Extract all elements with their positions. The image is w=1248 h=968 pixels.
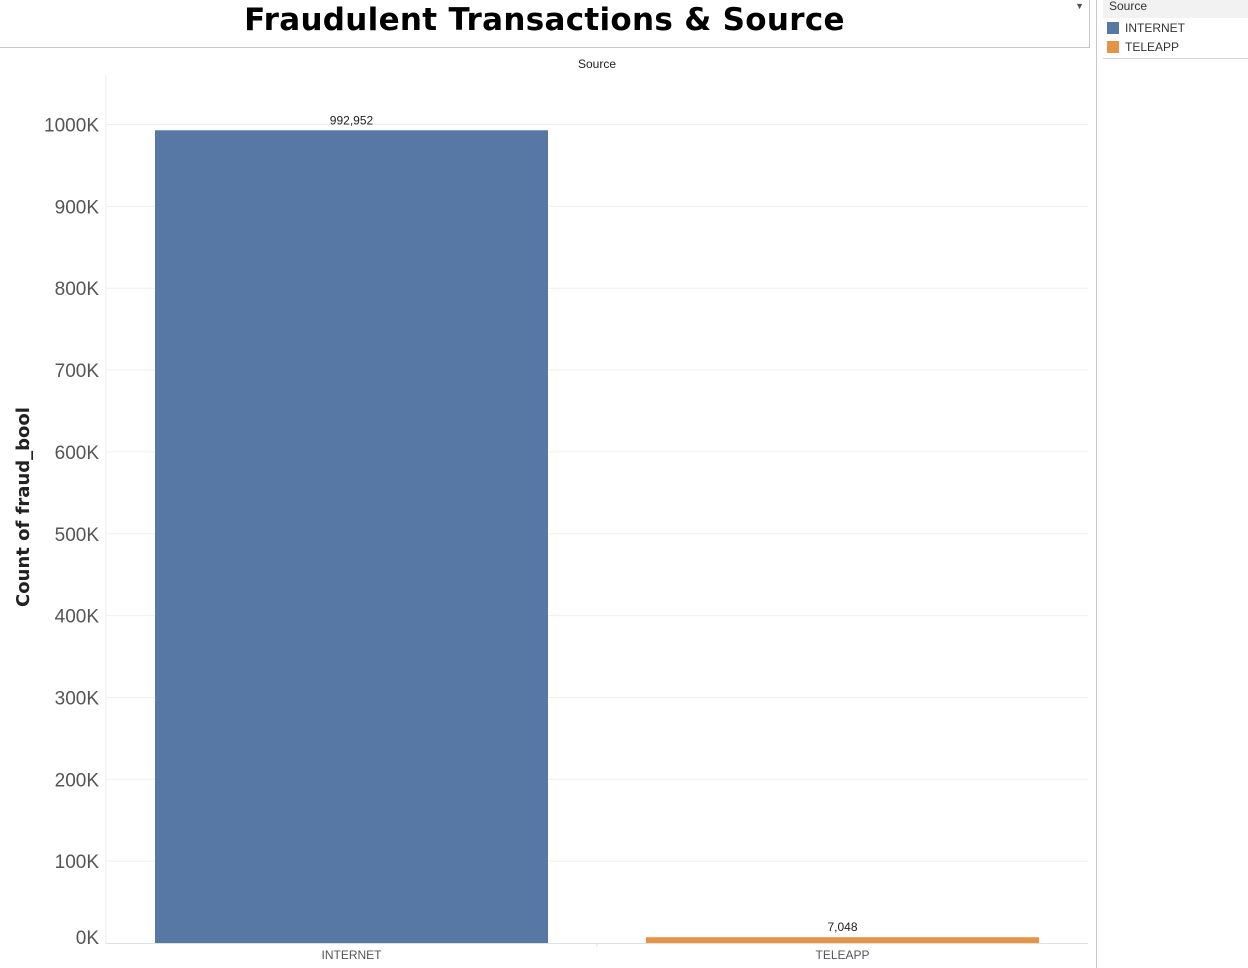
legend-label-internet: INTERNET xyxy=(1125,20,1185,35)
y-tick-label: 0K xyxy=(76,928,100,949)
y-tick-label: 500K xyxy=(55,525,100,546)
y-tick-label: 400K xyxy=(55,607,100,628)
data-label-internet: 992,952 xyxy=(330,113,374,127)
chart-title: Fraudulent Transactions & Source xyxy=(244,2,845,38)
x-tick-label-teleapp: TELEAPP xyxy=(815,948,869,962)
y-tick-label: 100K xyxy=(55,852,100,873)
dropdown-arrow-icon[interactable]: ▼ xyxy=(1075,1,1084,11)
title-bar: Fraudulent Transactions & Source ▼ xyxy=(0,0,1090,48)
bar-teleapp xyxy=(646,937,1039,943)
y-axis-title: Count of fraud_bool xyxy=(13,407,34,607)
y-tick-label: 900K xyxy=(55,197,100,218)
legend-divider xyxy=(1096,0,1097,968)
legend-swatch-internet xyxy=(1107,21,1119,34)
x-tick-label-internet: INTERNET xyxy=(322,948,383,962)
legend: Source INTERNET TELEAPP xyxy=(1103,0,1248,59)
legend-title: Source xyxy=(1103,0,1248,18)
bar-chart: Source 0K 100K 200K 300K 400K 500K 600K 700K 800K… xyxy=(13,57,1088,962)
legend-swatch-teleapp xyxy=(1107,40,1119,53)
data-label-teleapp: 7,048 xyxy=(827,920,857,934)
y-tick-label: 700K xyxy=(55,361,100,382)
column-header-label: Source xyxy=(578,57,616,71)
legend-item-teleapp[interactable]: TELEAPP xyxy=(1103,37,1248,56)
legend-label-teleapp: TELEAPP xyxy=(1125,39,1180,54)
y-tick-label: 800K xyxy=(55,279,100,300)
y-tick-label: 600K xyxy=(55,443,100,464)
y-tick-label: 1000K xyxy=(44,116,99,137)
bar-internet xyxy=(155,130,548,943)
y-tick-label: 300K xyxy=(55,688,100,709)
legend-item-internet[interactable]: INTERNET xyxy=(1103,18,1248,37)
y-tick-label: 200K xyxy=(55,770,100,791)
